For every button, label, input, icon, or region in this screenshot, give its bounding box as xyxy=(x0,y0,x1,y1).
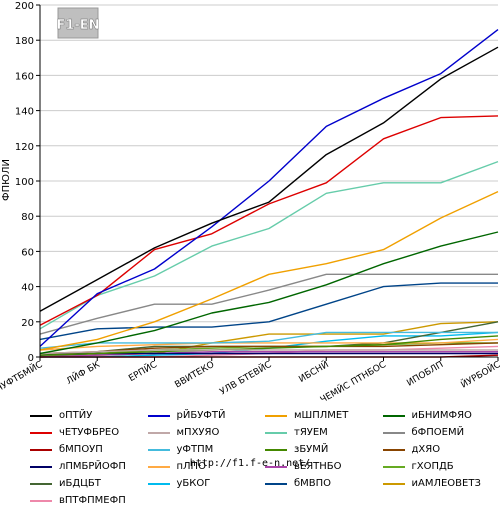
legend-item: бМВПО xyxy=(265,476,383,491)
x-tick-label: УЛВ БТЕВЙС xyxy=(217,358,273,397)
x-tick-label: ЛЙФ БК xyxy=(64,358,102,387)
legend-swatch xyxy=(383,483,405,485)
series-line xyxy=(40,30,498,347)
y-tick-label: 40 xyxy=(21,283,34,294)
legend-item: тЯУЕМ xyxy=(265,425,383,440)
x-tick-label: ИБСНЙ xyxy=(296,358,330,385)
legend-label: дХЯО xyxy=(412,444,441,455)
legend-item: рЙБУФТЙ xyxy=(148,408,266,423)
x-tick-label: ЙУРБОЙС xyxy=(458,358,500,390)
legend-item: зБУМЙ xyxy=(265,442,383,457)
legend-item: уБКОГ xyxy=(148,476,266,491)
legend-item: вПТФПМЕФП xyxy=(30,493,148,508)
series-line xyxy=(40,47,498,311)
legend-label: рЙБУФТЙ xyxy=(177,410,226,421)
legend-label: бМВПО xyxy=(294,478,331,489)
y-tick-label: 0 xyxy=(28,353,34,364)
legend-label: уФТПМ xyxy=(177,444,214,455)
legend-swatch xyxy=(265,483,287,485)
legend-label: уБКОГ xyxy=(177,478,211,489)
legend-swatch xyxy=(30,449,52,451)
legend-label: иАМЛЕОВЕТЗ xyxy=(412,478,481,489)
logo-text: F1-EN xyxy=(56,18,99,33)
legend-swatch xyxy=(383,415,405,417)
legend-item: уФТПМ xyxy=(148,442,266,457)
legend-swatch xyxy=(148,415,170,417)
y-tick-label: 20 xyxy=(21,318,34,329)
legend-label: чЕТУФБРЕО xyxy=(59,427,119,438)
legend-item: бМПОУП xyxy=(30,442,148,457)
y-tick-label: 60 xyxy=(21,247,34,258)
legend-swatch xyxy=(383,449,405,451)
legend-label: зБУМЙ xyxy=(294,444,328,455)
legend-label: иБНИМФЯО xyxy=(412,410,472,421)
legend-item: иАМЛЕОВЕТЗ xyxy=(383,476,500,491)
x-tick-label: ИПОБЛП xyxy=(405,360,445,389)
legend-swatch xyxy=(148,449,170,451)
y-tick-label: 120 xyxy=(15,142,34,153)
legend-item: дХЯО xyxy=(383,442,500,457)
legend-swatch xyxy=(383,432,405,434)
legend-label: вПТФПМЕФП xyxy=(59,495,126,506)
legend-item: иБДЦБТ xyxy=(30,476,148,491)
legend-label: мПХУЯО xyxy=(177,427,220,438)
x-tick-label: БЧУФТБМЙС xyxy=(0,358,45,397)
y-tick-label: 80 xyxy=(21,212,34,223)
legend-swatch xyxy=(30,415,52,417)
y-tick-label: 100 xyxy=(15,177,34,188)
x-tick-label: ВВИТЕКО xyxy=(173,360,216,391)
y-tick-label: 200 xyxy=(15,1,34,12)
series-line xyxy=(40,116,498,325)
legend-swatch xyxy=(265,449,287,451)
legend-swatch xyxy=(265,415,287,417)
y-tick-label: 160 xyxy=(15,71,34,82)
legend-swatch xyxy=(30,432,52,434)
legend-swatch xyxy=(148,483,170,485)
legend-label: оПТЙУ xyxy=(59,410,92,421)
legend-item: иБНИМФЯО xyxy=(383,408,500,423)
x-tick-label: ЕРПЙС xyxy=(126,358,159,384)
legend-label: иБДЦБТ xyxy=(59,478,101,489)
y-tick-label: 180 xyxy=(15,36,34,47)
legend-item: бФПОЕМЙ xyxy=(383,425,500,440)
y-tick-label: 140 xyxy=(15,107,34,118)
legend-label: тЯУЕМ xyxy=(294,427,328,438)
y-axis-label: ФПЮЛИ xyxy=(1,159,12,201)
legend-label: мШПЛМЕТ xyxy=(294,410,348,421)
legend-swatch xyxy=(265,432,287,434)
site-logo: F1-EN xyxy=(56,8,99,38)
legend-item: мШПЛМЕТ xyxy=(265,408,383,423)
source-url: http://f1.f-e-n.net/ xyxy=(0,458,500,469)
legend-label: бМПОУП xyxy=(59,444,103,455)
legend-label: бФПОЕМЙ xyxy=(412,427,465,438)
legend-item: чЕТУФБРЕО xyxy=(30,425,148,440)
legend-item: оПТЙУ xyxy=(30,408,148,423)
legend-item: мПХУЯО xyxy=(148,425,266,440)
legend-swatch xyxy=(30,483,52,485)
legend-swatch xyxy=(148,432,170,434)
series-line xyxy=(40,162,498,329)
